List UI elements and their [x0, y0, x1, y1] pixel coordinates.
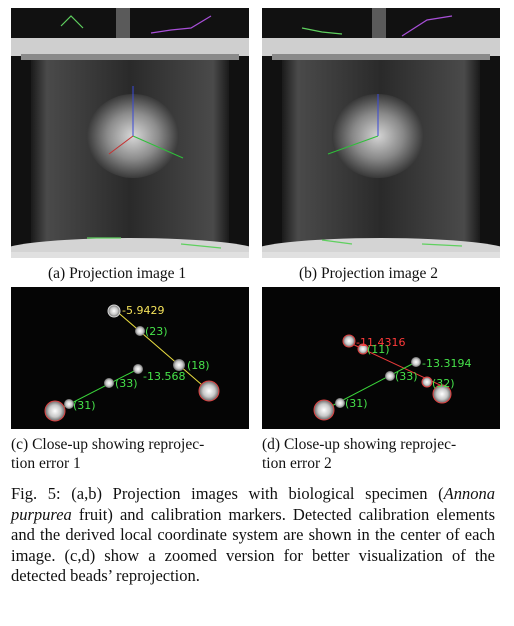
bead-label-31: (31) [73, 399, 96, 412]
bead-label-11: (11) [367, 343, 390, 356]
bead-label-33: (33) [115, 377, 138, 390]
error-label-mid: -13.568 [143, 370, 185, 383]
subcaption-c-line2: tion error 1 [11, 455, 81, 472]
subcaption-d: (d) Close-up showing reprojec- tion erro… [262, 435, 456, 473]
error-label-top: -5.9429 [122, 304, 164, 317]
figure-caption: Fig. 5: (a,b) Projection images with bio… [11, 484, 495, 587]
closeup-reprojection-error-1: -5.9429 (23) (18) (33) -13.568 (31) [11, 287, 249, 429]
caption-part1: Fig. 5: (a,b) Projection images with bio… [11, 484, 444, 503]
caption-species: Annona purpurea [11, 484, 495, 524]
bead-label-23: (23) [145, 325, 168, 338]
subcaption-b: (b) Projection image 2 [299, 265, 439, 282]
projection-image-2 [262, 8, 500, 258]
bead-label-32: (32) [432, 377, 455, 390]
subcaption-a: (a) Projection image 1 [48, 265, 187, 282]
bead-label-31: (31) [345, 397, 368, 410]
subcaption-d-line2: tion error 2 [262, 455, 332, 472]
subcaption-d-line1: (d) Close-up showing reprojec- [262, 436, 457, 453]
error-label-green: -13.3194 [422, 357, 471, 370]
projection-image-1 [11, 8, 249, 258]
subcaption-c-line1: (c) Close-up showing reprojec- [11, 436, 205, 453]
subcaption-c: (c) Close-up showing reprojec- tion erro… [11, 435, 204, 473]
bead-label-18: (18) [187, 359, 210, 372]
bead-label-33: (33) [395, 370, 418, 383]
caption-part2: fruit) and calibration markers. Detected… [11, 504, 495, 586]
error-label-red: -11.4316 [356, 336, 405, 349]
closeup-reprojection-error-2: -11.4316 (11) -13.3194 (33) (32) (31) [262, 287, 500, 429]
